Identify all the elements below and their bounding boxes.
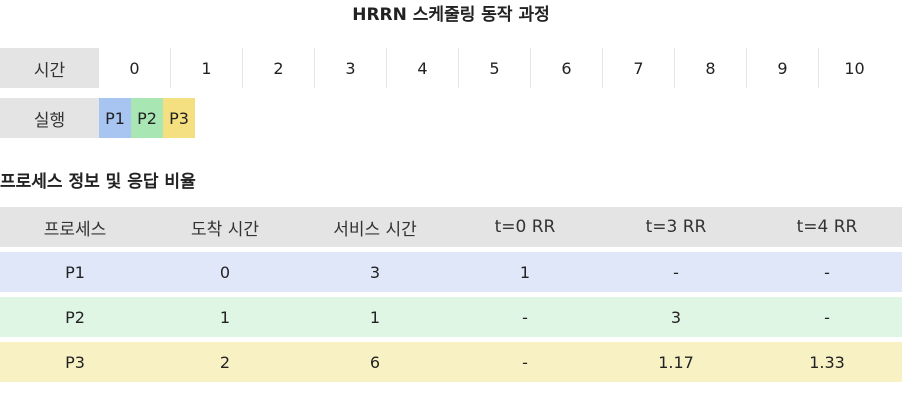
table-cell: 6 (300, 342, 450, 382)
time-tick: 6 (530, 48, 602, 88)
page-title: HRRN 스케줄링 동작 과정 (352, 5, 550, 25)
time-tick: 10 (818, 48, 890, 88)
table-cell: 1.17 (600, 342, 752, 382)
table-cell: 1 (150, 297, 300, 337)
table-cell: 1 (450, 252, 600, 292)
table-title: 프로세스 정보 및 응답 비율 (0, 172, 196, 192)
table-cell: P2 (0, 297, 150, 337)
header-process: 프로세스 (0, 207, 150, 247)
table-cell: 3 (300, 252, 450, 292)
header-rr-t3: t=3 RR (600, 207, 752, 247)
header-rr-t4: t=4 RR (752, 207, 902, 247)
timeline-row: 시간 0 1 2 3 4 5 6 7 8 9 10 (0, 48, 890, 88)
table-row: P2 1 1 - 3 - (0, 297, 902, 337)
time-tick: 9 (746, 48, 818, 88)
timeline-label: 시간 (0, 48, 99, 88)
header-arrival-time: 도착 시간 (150, 207, 300, 247)
table-cell: P1 (0, 252, 150, 292)
table-header-row: 프로세스 도착 시간 서비스 시간 t=0 RR t=3 RR t=4 RR (0, 207, 902, 247)
table-cell: 2 (150, 342, 300, 382)
execution-block-p2: P2 (131, 98, 163, 138)
table-cell: - (752, 297, 902, 337)
table-cell: - (450, 342, 600, 382)
time-tick: 4 (386, 48, 458, 88)
time-tick: 7 (602, 48, 674, 88)
process-info-table: 프로세스 도착 시간 서비스 시간 t=0 RR t=3 RR t=4 RR P… (0, 202, 902, 387)
table-cell: - (450, 297, 600, 337)
time-tick: 8 (674, 48, 746, 88)
execution-row: 실행 P1 P2 P3 (0, 98, 195, 138)
table-cell: 3 (600, 297, 752, 337)
execution-label: 실행 (0, 98, 99, 138)
header-service-time: 서비스 시간 (300, 207, 450, 247)
time-tick: 3 (314, 48, 386, 88)
table-cell: 1 (300, 297, 450, 337)
execution-block-p3: P3 (163, 98, 195, 138)
time-tick: 1 (170, 48, 242, 88)
header-rr-t0: t=0 RR (450, 207, 600, 247)
table-cell: 1.33 (752, 342, 902, 382)
table-cell: P3 (0, 342, 150, 382)
table-row: P1 0 3 1 - - (0, 252, 902, 292)
table-cell: 0 (150, 252, 300, 292)
time-tick: 5 (458, 48, 530, 88)
table-cell: - (600, 252, 752, 292)
time-tick: 0 (129, 58, 140, 78)
execution-block-p1: P1 (99, 98, 131, 138)
table-row: P3 2 6 - 1.17 1.33 (0, 342, 902, 382)
table-cell: - (752, 252, 902, 292)
time-tick: 2 (242, 48, 314, 88)
